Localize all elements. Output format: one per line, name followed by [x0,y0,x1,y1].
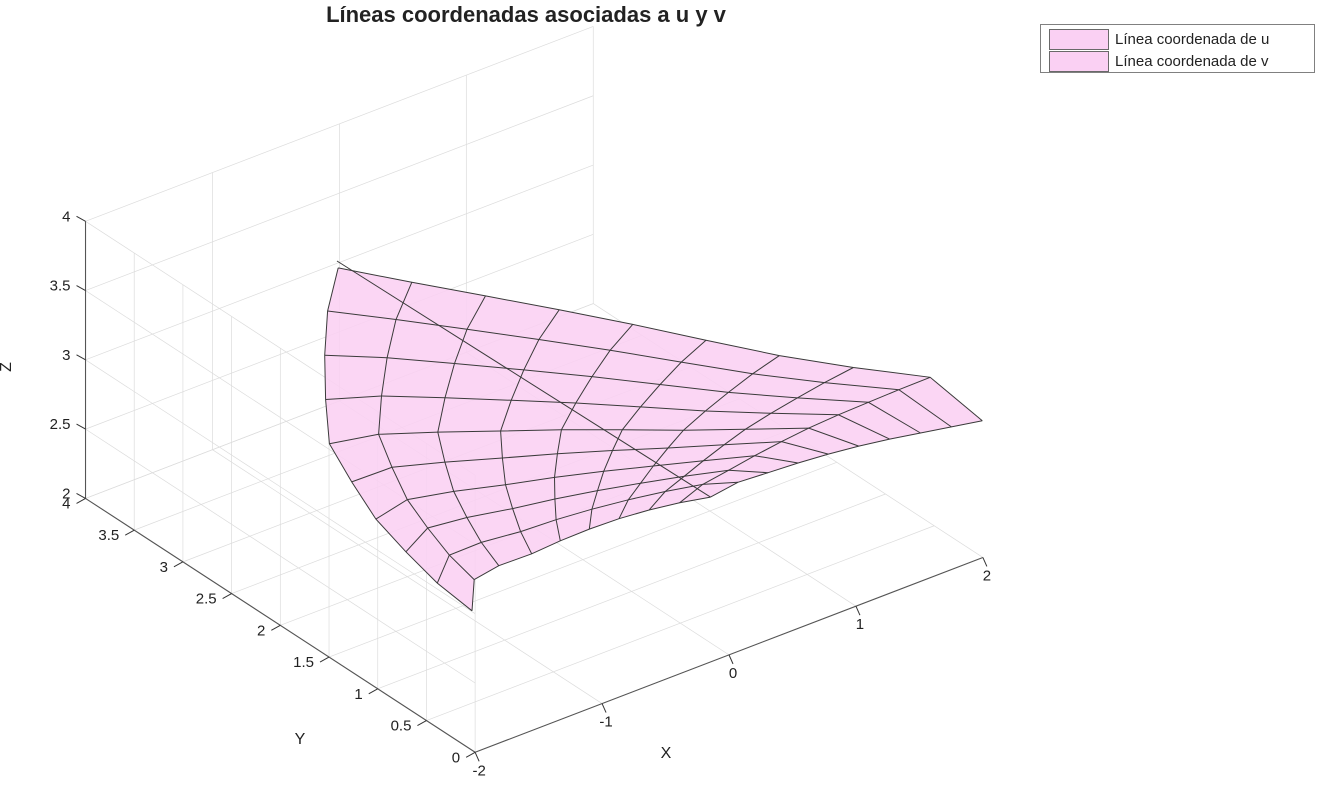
svg-text:-1: -1 [599,714,612,731]
svg-text:2: 2 [983,567,991,584]
svg-text:0: 0 [452,749,460,766]
svg-text:4: 4 [62,495,70,512]
svg-text:1.5: 1.5 [293,654,314,671]
svg-text:X: X [661,745,672,762]
svg-text:0: 0 [729,665,737,682]
svg-text:1: 1 [354,686,362,703]
svg-text:3.5: 3.5 [50,278,71,295]
svg-text:2.5: 2.5 [196,591,217,608]
svg-text:1: 1 [856,616,864,633]
svg-text:3: 3 [160,559,168,576]
svg-text:Z: Z [0,362,15,372]
svg-text:0.5: 0.5 [391,718,412,735]
svg-text:2.5: 2.5 [50,416,71,433]
svg-text:3: 3 [62,347,70,364]
svg-text:3.5: 3.5 [98,527,119,544]
svg-text:Y: Y [295,731,306,748]
svg-text:2: 2 [257,622,265,639]
svg-text:-2: -2 [472,762,485,779]
svg-text:4: 4 [62,208,70,225]
